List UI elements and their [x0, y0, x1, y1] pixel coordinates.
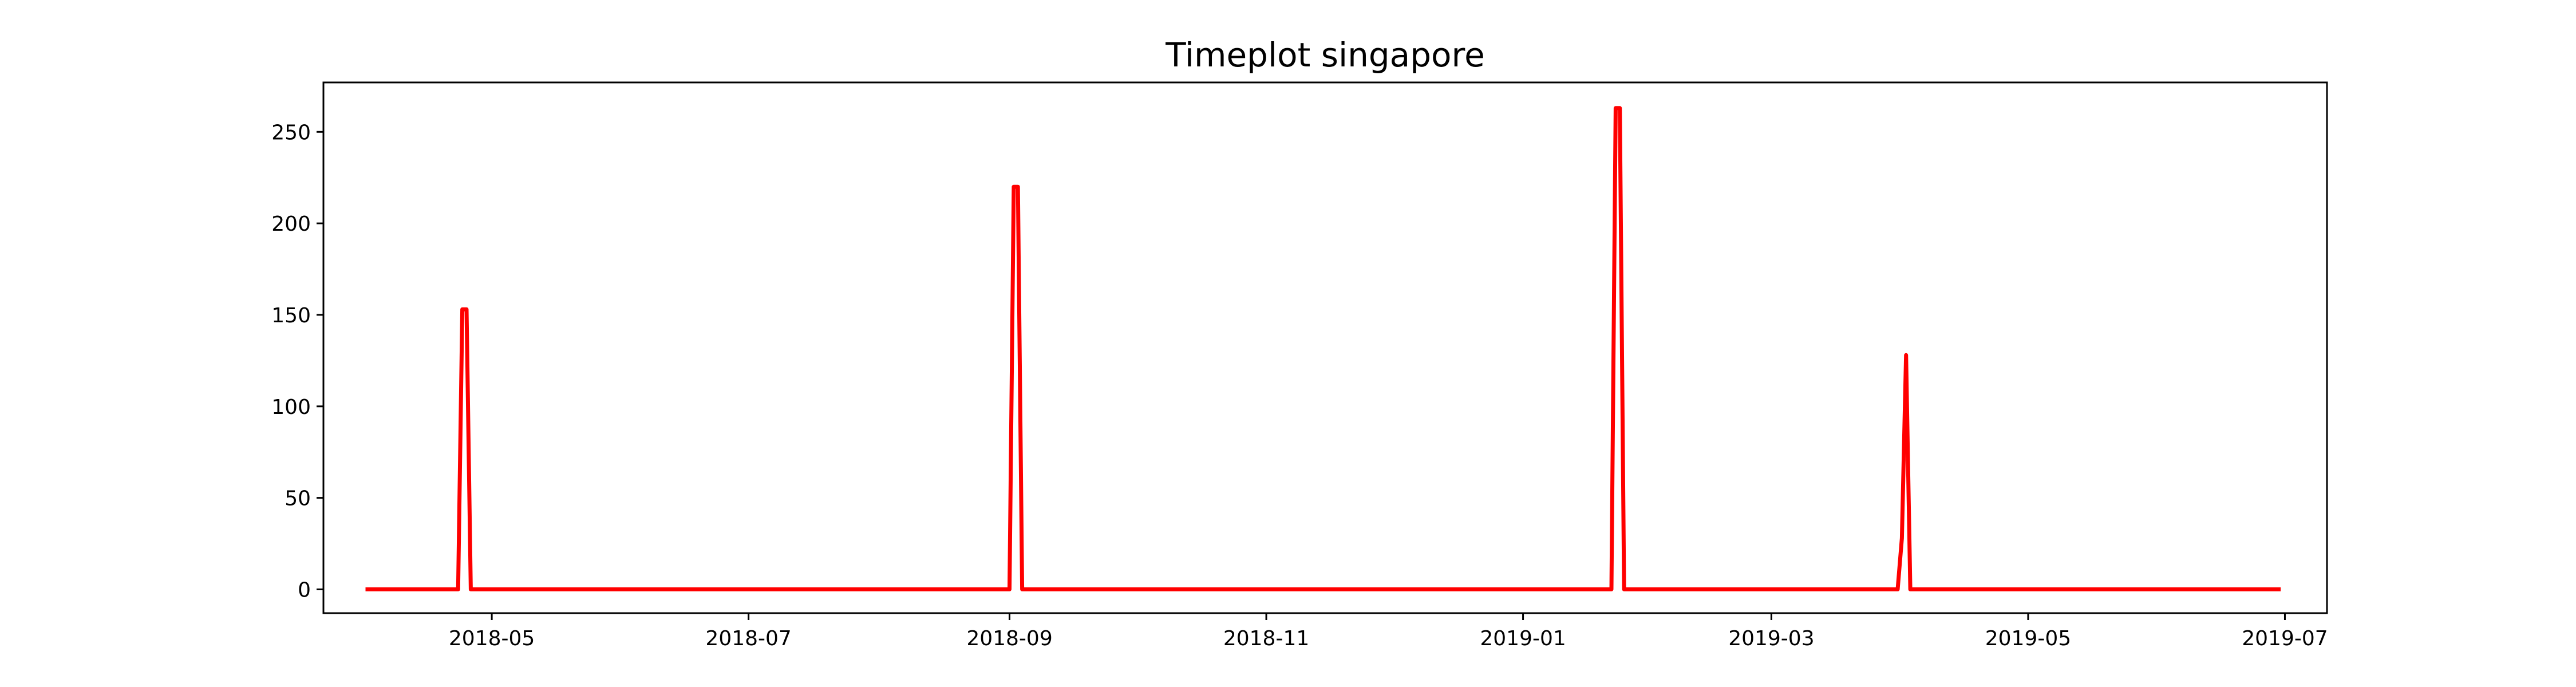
x-tick-label: 2018-05 [449, 627, 535, 650]
chart-title: Timeplot singapore [1165, 35, 1485, 74]
series-layer [365, 106, 2281, 591]
y-tick-label: 150 [271, 304, 311, 327]
x-tick-label: 2019-01 [1480, 627, 1566, 650]
x-tick-label: 2019-05 [1985, 627, 2071, 650]
y-tick-label: 250 [271, 121, 311, 144]
x-tick-label: 2018-09 [966, 627, 1052, 650]
x-axis: 2018-05 2018-07 2018-09 2018-11 2019-01 2019-… [449, 613, 2328, 650]
y-tick-label: 100 [271, 396, 311, 419]
y-axis: 0 50 100 150 200 250 [271, 121, 323, 602]
x-tick-label: 2019-03 [1728, 627, 1814, 650]
y-tick-label: 50 [285, 487, 311, 511]
x-tick-label: 2019-07 [2242, 627, 2328, 650]
y-tick-label: 0 [298, 578, 311, 602]
y-tick-label: 200 [271, 212, 311, 236]
x-tick-label: 2018-07 [705, 627, 791, 650]
plot-frame [322, 81, 2328, 614]
series-line-0 [365, 106, 2281, 591]
x-tick-label: 2018-11 [1223, 627, 1309, 650]
